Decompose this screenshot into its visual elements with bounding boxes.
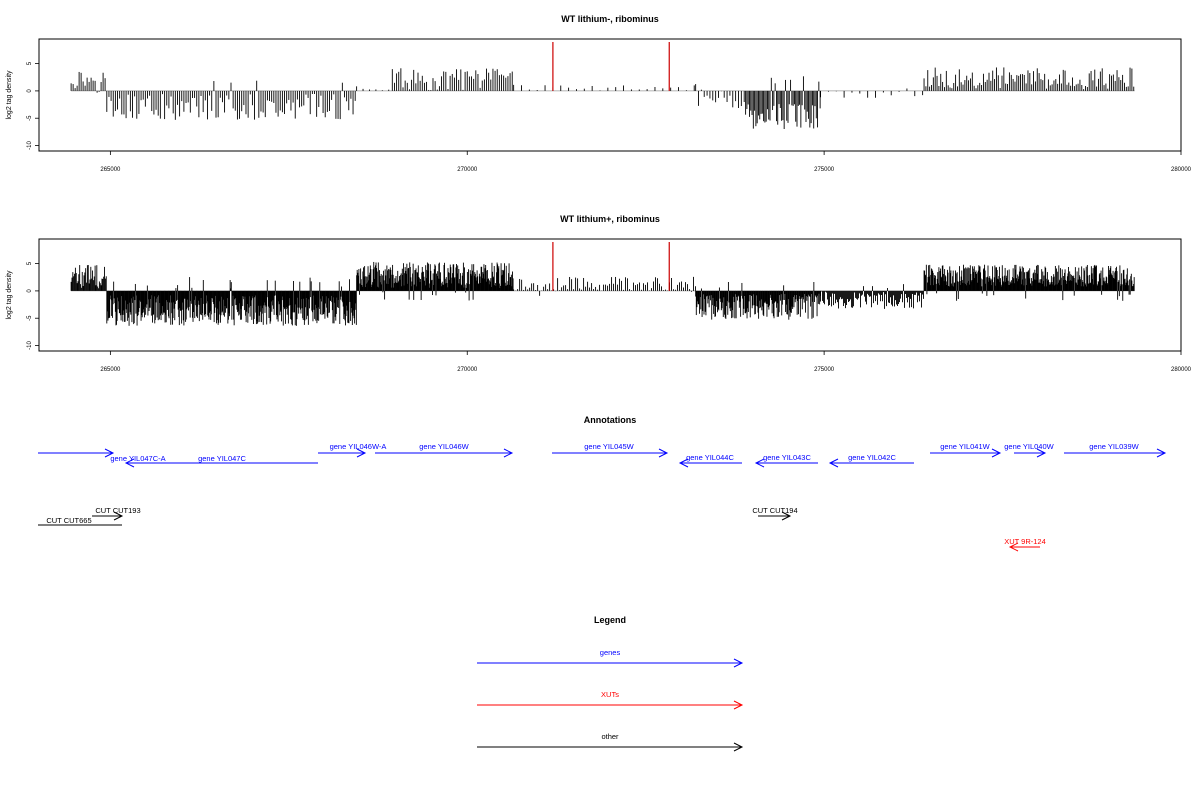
chart-panel-lithium-plus: WT lithium+, ribominus log2 tag density … <box>6 214 1192 373</box>
x-tick-label: 275000 <box>814 167 835 173</box>
annotation-feature: gene YIL043C <box>754 453 818 468</box>
annotation-label: gene YIL043C <box>763 453 811 462</box>
annotation-label: XUT 9R-124 <box>1004 537 1046 546</box>
arrow-head <box>754 458 765 468</box>
arrow-head <box>678 458 689 468</box>
y-tick-label: -10 <box>27 341 33 350</box>
annotation-feature: XUT 9R-124 <box>1004 537 1046 552</box>
annotation-label: gene YIL041W <box>940 442 990 451</box>
annotation-label: CUT CUT193 <box>95 506 140 515</box>
plot-frame <box>38 38 1182 152</box>
annotations-track: Annotations gene YIL047C-A gene YIL047Cge… <box>38 415 1167 552</box>
annotation-feature: gene YIL044C <box>678 453 742 468</box>
arrow-head <box>781 511 792 521</box>
arrow-head <box>1008 542 1019 552</box>
x-tick-label: 270000 <box>457 367 478 373</box>
chart-panel-lithium-minus: WT lithium-, ribominus log2 tag density … <box>6 14 1192 173</box>
y-tick-label: -5 <box>27 115 33 121</box>
arrow-head <box>113 511 124 521</box>
annotation-label: gene YIL047C <box>198 454 246 463</box>
arrow-head <box>356 448 367 458</box>
legend-label: XUTs <box>601 690 619 699</box>
x-tick-label: 265000 <box>100 167 121 173</box>
arrow-head <box>1036 448 1047 458</box>
annotation-features: gene YIL047C-A gene YIL047C gene YIL046W-A… <box>38 442 1167 552</box>
annotation-feature: gene YIL046W <box>375 442 514 458</box>
y-axis-label: log2 tag density <box>6 70 13 120</box>
legend-item: other <box>477 732 744 752</box>
y-tick-label: 5 <box>27 261 33 265</box>
x-tick-label: 275000 <box>814 367 835 373</box>
annotation-feature: gene YIL045W <box>552 442 669 458</box>
arrow-head <box>1156 448 1167 458</box>
annotation-label: gene YIL047C-A <box>110 454 165 463</box>
chart-title: WT lithium+, ribominus <box>560 214 660 224</box>
annotation-feature: gene YIL046W-A <box>318 442 387 458</box>
bar-series <box>70 242 1135 326</box>
arrow-head <box>733 658 744 668</box>
annotation-label: gene YIL044C <box>686 453 734 462</box>
y-tick-label: 0 <box>27 89 33 93</box>
annotation-feature: CUT CUT194 <box>752 506 798 521</box>
annotation-feature: CUT CUT665 <box>38 516 122 526</box>
x-tick-label: 265000 <box>100 367 121 373</box>
annotation-feature: gene YIL047C <box>124 454 318 468</box>
arrow-head <box>658 448 669 458</box>
legend-title: Legend <box>594 615 626 625</box>
legend-label: other <box>601 732 619 741</box>
x-tick-label: 280000 <box>1171 167 1192 173</box>
annotation-feature: gene YIL040W <box>1004 442 1055 458</box>
annotation-feature: gene YIL041W <box>930 442 1002 458</box>
annotation-label: gene YIL045W <box>584 442 634 451</box>
y-tick-label: 0 <box>27 289 33 293</box>
annotation-label: CUT CUT194 <box>752 506 797 515</box>
arrow-head <box>733 700 744 710</box>
legend-item: XUTs <box>477 690 744 710</box>
legend-label: genes <box>600 648 621 657</box>
annotation-label: gene YIL039W <box>1089 442 1139 451</box>
annotation-feature: gene YIL042C <box>828 453 914 468</box>
legend: Legend genes XUTs other <box>477 615 744 752</box>
arrow-head <box>124 458 135 468</box>
annotation-label: gene YIL046W <box>419 442 469 451</box>
annotation-label: CUT CUT665 <box>46 516 91 525</box>
arrow-head <box>733 742 744 752</box>
bar-series <box>70 42 1135 129</box>
annotation-label: gene YIL046W-A <box>330 442 387 451</box>
axes: 265000 270000 275000 280000 -10 -5 0 5 <box>27 261 1192 373</box>
x-tick-label: 280000 <box>1171 367 1192 373</box>
annotation-feature: CUT CUT193 <box>92 506 141 521</box>
y-tick-label: 5 <box>27 61 33 65</box>
arrow-head <box>991 448 1002 458</box>
annotation-label: gene YIL042C <box>848 453 896 462</box>
annotation-feature: gene YIL047C-A <box>38 448 166 463</box>
y-axis-label: log2 tag density <box>6 270 13 320</box>
x-tick-label: 270000 <box>457 167 478 173</box>
chart-title: WT lithium-, ribominus <box>561 14 659 24</box>
axes: 265000 270000 275000 280000 -10 -5 0 5 <box>27 61 1192 173</box>
legend-items: genes XUTs other <box>477 648 744 752</box>
y-tick-label: -10 <box>27 141 33 150</box>
y-tick-label: -5 <box>27 315 33 321</box>
arrow-head <box>828 458 839 468</box>
annotation-label: gene YIL040W <box>1004 442 1054 451</box>
arrow-head <box>503 448 514 458</box>
annotation-feature: gene YIL039W <box>1064 442 1167 458</box>
legend-item: genes <box>477 648 744 668</box>
plot-frame <box>38 238 1182 352</box>
arrow-head <box>104 448 115 458</box>
annotations-title: Annotations <box>584 415 637 425</box>
